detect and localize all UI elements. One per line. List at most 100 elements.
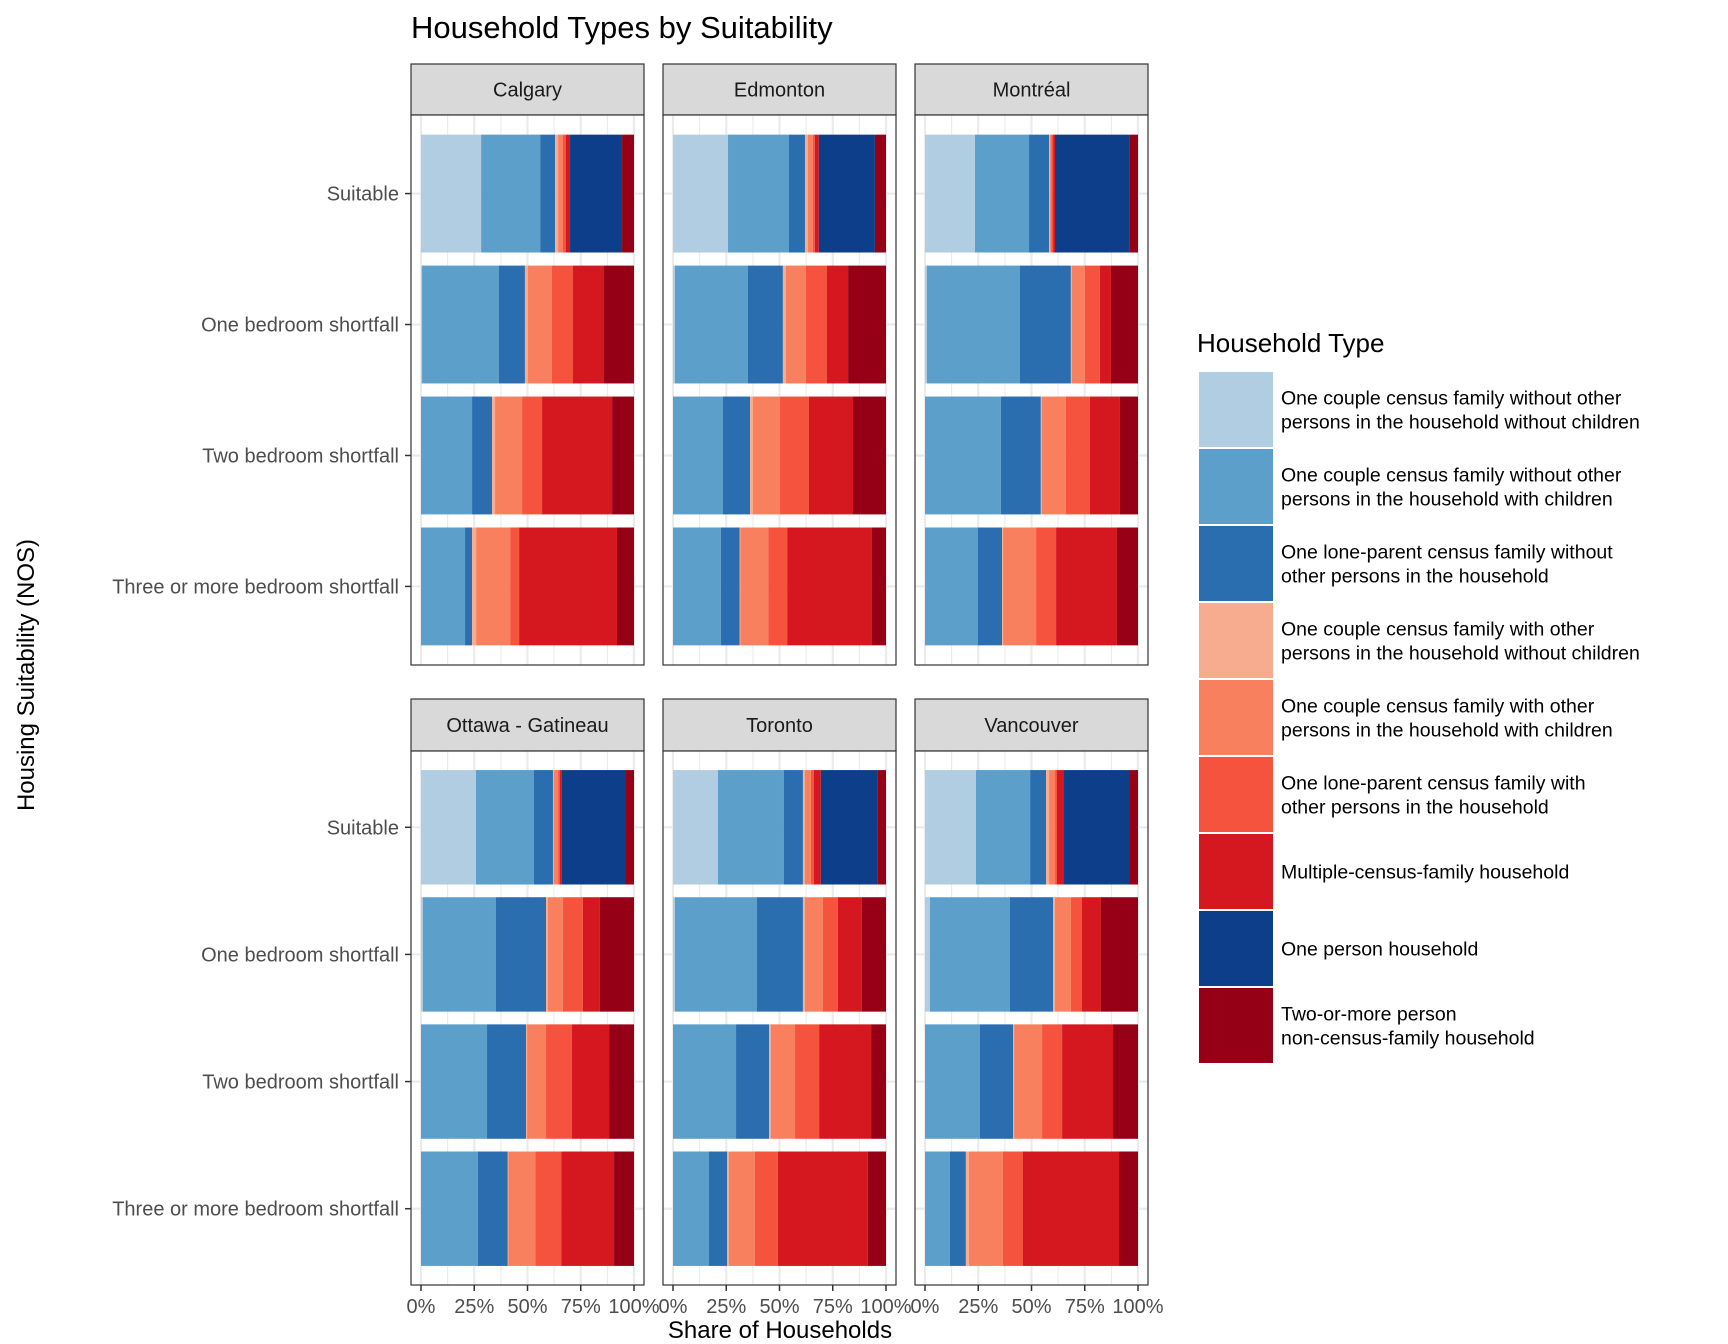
- bar-segment-calgary-two-bedroom-shortfall-type-6: [522, 396, 543, 515]
- facet-strip-label: Edmonton: [734, 80, 825, 102]
- bar-segment-calgary-three-or-more-bedroom-shortfall-type-6: [510, 527, 520, 646]
- bar-segment-calgary-suitable-type-3: [540, 134, 556, 253]
- bar-segment-vancouver-suitable-type-1: [925, 770, 976, 885]
- facet-panels: Calgary Suitable One bedroom shortfall Two …: [112, 63, 1164, 1318]
- x-tick-label: 0%: [911, 1296, 940, 1318]
- bar-segment-vancouver-two-bedroom-shortfall-type-2: [925, 1024, 981, 1139]
- y-tick-label: One bedroom shortfall: [201, 944, 399, 966]
- x-axis-title: Share of Households: [668, 1317, 892, 1344]
- bar-segment-edmonton-three-or-more-bedroom-shortfall-type-3: [720, 527, 740, 646]
- x-tick-label: 25%: [958, 1296, 998, 1318]
- bar-segment-vancouver-one-bedroom-shortfall-type-3: [1009, 897, 1054, 1012]
- bar-segment-toronto-three-or-more-bedroom-shortfall-type-7: [777, 1151, 868, 1266]
- bar-segment-vancouver-three-or-more-bedroom-shortfall-type-7: [1022, 1151, 1120, 1266]
- x-tick-label: 100%: [1112, 1296, 1163, 1318]
- bar-segment-edmonton-three-or-more-bedroom-shortfall-type-4: [739, 527, 741, 646]
- panel-border: [410, 114, 645, 666]
- bar-segment-calgary-two-bedroom-shortfall-type-4: [492, 396, 496, 515]
- x-tick-label: 0%: [407, 1296, 436, 1318]
- bar-segment-vancouver-suitable-type-5: [1049, 770, 1056, 885]
- bar-segment-ottawa-gatineau-one-bedroom-shortfall-type-6: [562, 897, 583, 1012]
- x-tick-label: 0%: [659, 1296, 688, 1318]
- facet-strip: [914, 63, 1149, 116]
- bar-segment-calgary-three-or-more-bedroom-shortfall-type-4: [472, 527, 477, 646]
- bar-segment-edmonton-two-bedroom-shortfall-type-4: [750, 396, 754, 515]
- bar-segment-edmonton-two-bedroom-shortfall-type-2: [673, 396, 724, 515]
- facet-strip: [662, 63, 897, 116]
- bar-segment-toronto-one-bedroom-shortfall-type-5: [804, 897, 823, 1012]
- bar-segment-edmonton-three-or-more-bedroom-shortfall-type-2: [673, 527, 721, 646]
- bar-segment-ottawa-gatineau-three-or-more-bedroom-shortfall-type-9: [614, 1151, 634, 1266]
- bar-segment-ottawa-gatineau-one-bedroom-shortfall-type-3: [495, 897, 547, 1012]
- bar-segment-edmonton-suitable-type-1: [673, 134, 729, 253]
- x-tick-label: 75%: [1065, 1296, 1105, 1318]
- panel-border: [662, 114, 897, 666]
- bar-segment-calgary-one-bedroom-shortfall-type-4: [524, 265, 528, 384]
- legend-item: One couple census family with otherperso…: [1199, 603, 1640, 678]
- y-tick-label: Three or more bedroom shortfall: [112, 576, 399, 598]
- bar-segment-ottawa-gatineau-two-bedroom-shortfall-type-9: [609, 1024, 634, 1139]
- legend-title: Household Type: [1197, 328, 1384, 358]
- bar-segment-calgary-two-bedroom-shortfall-type-3: [472, 396, 493, 515]
- facet-panel-montreal: Montréal: [914, 63, 1149, 666]
- bar-segment-toronto-one-bedroom-shortfall-type-2: [674, 897, 757, 1012]
- y-tick-label: Suitable: [327, 184, 399, 206]
- bar-segment-toronto-suitable-type-4: [802, 770, 805, 885]
- y-tick-label: Suitable: [327, 817, 399, 839]
- bar-segment-calgary-one-bedroom-shortfall-type-3: [499, 265, 525, 384]
- facet-strip: [662, 698, 897, 752]
- bar-segment-calgary-one-bedroom-shortfall-type-6: [551, 265, 573, 384]
- bar-segment-toronto-two-bedroom-shortfall-type-3: [736, 1024, 770, 1139]
- bar-segment-montreal-one-bedroom-shortfall-type-6: [1084, 265, 1100, 384]
- bar-segment-vancouver-three-or-more-bedroom-shortfall-type-9: [1119, 1151, 1138, 1266]
- bar-segment-calgary-suitable-type-5: [558, 134, 563, 253]
- bar-segment-montreal-two-bedroom-shortfall-type-9: [1119, 396, 1138, 515]
- bar-segment-edmonton-suitable-type-9: [874, 134, 886, 253]
- legend-label: persons in the household with children: [1281, 720, 1613, 742]
- facet-strip-label: Montréal: [993, 80, 1071, 102]
- bar-segment-montreal-two-bedroom-shortfall-type-7: [1089, 396, 1120, 515]
- x-tick-label: 75%: [813, 1296, 853, 1318]
- bar-segment-montreal-three-or-more-bedroom-shortfall-type-4: [1002, 527, 1004, 646]
- legend-key: [1199, 449, 1273, 524]
- bar-segment-ottawa-gatineau-one-bedroom-shortfall-type-1: [421, 897, 423, 1012]
- legend: Household Type One couple census family …: [1197, 328, 1640, 1063]
- bar-segment-toronto-suitable-type-9: [877, 770, 886, 885]
- bar-segment-ottawa-gatineau-suitable-type-1: [421, 770, 477, 885]
- legend-item: One couple census family without otherpe…: [1199, 372, 1640, 447]
- legend-label: One couple census family with other: [1281, 619, 1595, 641]
- legend-item: Multiple-census-family household: [1199, 834, 1569, 909]
- bar-segment-calgary-one-bedroom-shortfall-type-2: [422, 265, 500, 384]
- bar-segment-edmonton-suitable-type-5: [807, 134, 813, 253]
- legend-label: One couple census family without other: [1281, 388, 1622, 410]
- bar-segment-vancouver-two-bedroom-shortfall-type-3: [980, 1024, 1014, 1139]
- bar-segment-vancouver-two-bedroom-shortfall-type-4: [1013, 1024, 1015, 1139]
- bar-segment-montreal-three-or-more-bedroom-shortfall-type-2: [925, 527, 978, 646]
- bar-segment-toronto-two-bedroom-shortfall-type-4: [769, 1024, 771, 1139]
- legend-label: One couple census family without other: [1281, 465, 1622, 487]
- bar-segment-edmonton-one-bedroom-shortfall-type-1: [673, 265, 675, 384]
- legend-item: One couple census family with otherperso…: [1199, 680, 1613, 755]
- bar-segment-ottawa-gatineau-suitable-type-8: [561, 770, 626, 885]
- bar-segment-montreal-suitable-type-2: [975, 134, 1030, 253]
- bar-segment-ottawa-gatineau-three-or-more-bedroom-shortfall-type-6: [535, 1151, 562, 1266]
- bar-segment-ottawa-gatineau-two-bedroom-shortfall-type-3: [487, 1024, 527, 1139]
- y-tick-label: Two bedroom shortfall: [202, 1072, 399, 1094]
- bar-segment-vancouver-one-bedroom-shortfall-type-5: [1054, 897, 1071, 1012]
- bar-segment-toronto-two-bedroom-shortfall-type-6: [795, 1024, 820, 1139]
- bar-segment-toronto-two-bedroom-shortfall-type-9: [871, 1024, 886, 1139]
- bar-segment-montreal-one-bedroom-shortfall-type-5: [1071, 265, 1085, 384]
- bar-segment-toronto-suitable-type-5: [804, 770, 811, 885]
- bar-segment-ottawa-gatineau-three-or-more-bedroom-shortfall-type-3: [477, 1151, 508, 1266]
- facet-panel-edmonton: Edmonton: [662, 63, 897, 666]
- bar-segment-ottawa-gatineau-two-bedroom-shortfall-type-2: [421, 1024, 488, 1139]
- bar-segment-calgary-suitable-type-2: [481, 134, 541, 253]
- bar-segment-vancouver-one-bedroom-shortfall-type-6: [1070, 897, 1082, 1012]
- bar-segment-vancouver-one-bedroom-shortfall-type-4: [1053, 897, 1055, 1012]
- bar-segment-edmonton-two-bedroom-shortfall-type-7: [808, 396, 854, 515]
- bar-segment-calgary-three-or-more-bedroom-shortfall-type-7: [519, 527, 617, 646]
- bar-segment-toronto-two-bedroom-shortfall-type-2: [673, 1024, 737, 1139]
- bar-segment-vancouver-suitable-type-3: [1030, 770, 1047, 885]
- bar-segment-calgary-suitable-type-9: [622, 134, 634, 253]
